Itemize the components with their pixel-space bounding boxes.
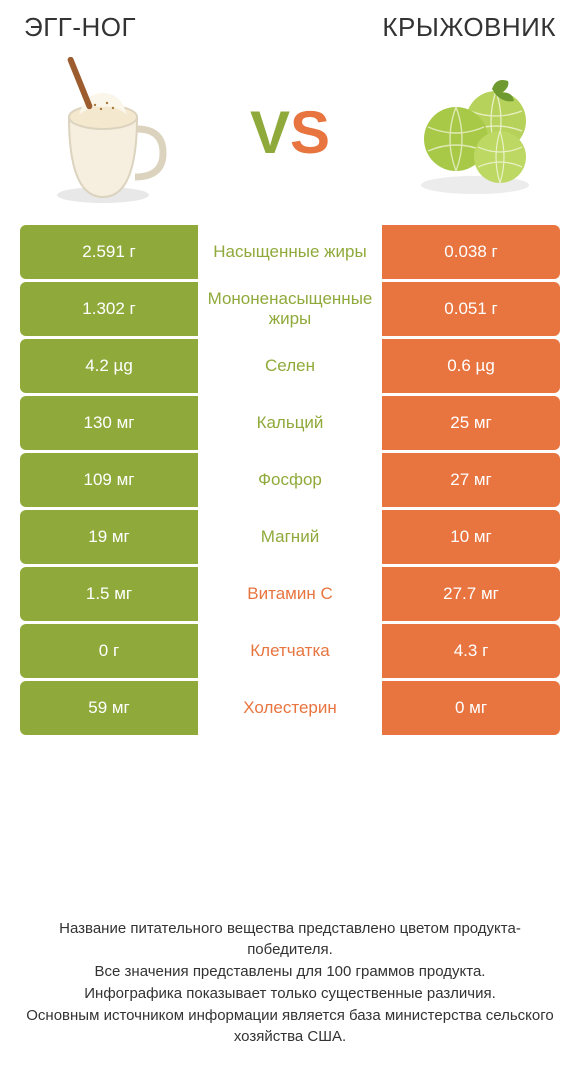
footer-line: Инфографика показывает только существенн… (20, 983, 560, 1005)
eggnog-image (30, 57, 180, 207)
value-left: 1.302 г (20, 282, 198, 336)
nutrient-label: Мононенасыщенные жиры (198, 282, 382, 336)
footer-line: Основным источником информации является … (20, 1005, 560, 1049)
nutrient-label: Селен (198, 339, 382, 393)
comparison-infographic: ЭГГ-НОГ КРЫЖОВНИК VS (0, 0, 580, 1084)
value-left: 109 мг (20, 453, 198, 507)
table-row: 109 мгФосфор27 мг (20, 453, 560, 507)
nutrient-label: Кальций (198, 396, 382, 450)
gooseberry-image (400, 57, 550, 207)
table-row: 130 мгКальций25 мг (20, 396, 560, 450)
vs-label: VS (250, 98, 330, 167)
footer-notes: Название питательного вещества представл… (0, 890, 580, 1084)
title-left: ЭГГ-НОГ (24, 12, 136, 43)
table-row: 1.5 мгВитамин C27.7 мг (20, 567, 560, 621)
nutrient-label: Клетчатка (198, 624, 382, 678)
value-right: 0.6 µg (382, 339, 560, 393)
gooseberry-icon (400, 67, 550, 197)
footer-line: Все значения представлены для 100 граммо… (20, 961, 560, 983)
vs-s: S (290, 98, 330, 167)
value-right: 25 мг (382, 396, 560, 450)
header: ЭГГ-НОГ КРЫЖОВНИК (0, 0, 580, 47)
table-row: 59 мгХолестерин0 мг (20, 681, 560, 735)
images-row: VS (0, 47, 580, 225)
value-left: 0 г (20, 624, 198, 678)
value-right: 27 мг (382, 453, 560, 507)
value-left: 19 мг (20, 510, 198, 564)
nutrient-label: Фосфор (198, 453, 382, 507)
value-right: 0 мг (382, 681, 560, 735)
value-left: 130 мг (20, 396, 198, 450)
value-right: 27.7 мг (382, 567, 560, 621)
table-row: 19 мгМагний10 мг (20, 510, 560, 564)
value-left: 1.5 мг (20, 567, 198, 621)
table-row: 1.302 гМононенасыщенные жиры0.051 г (20, 282, 560, 336)
value-left: 4.2 µg (20, 339, 198, 393)
value-right: 0.038 г (382, 225, 560, 279)
table-row: 0 гКлетчатка4.3 г (20, 624, 560, 678)
eggnog-icon (35, 57, 175, 207)
value-right: 0.051 г (382, 282, 560, 336)
table-row: 2.591 гНасыщенные жиры0.038 г (20, 225, 560, 279)
nutrient-label: Магний (198, 510, 382, 564)
nutrient-label: Витамин C (198, 567, 382, 621)
table-row: 4.2 µgСелен0.6 µg (20, 339, 560, 393)
vs-v: V (250, 98, 290, 167)
nutrient-label: Насыщенные жиры (198, 225, 382, 279)
title-right: КРЫЖОВНИК (382, 12, 556, 43)
footer-line: Название питательного вещества представл… (20, 918, 560, 962)
value-left: 2.591 г (20, 225, 198, 279)
value-right: 4.3 г (382, 624, 560, 678)
value-left: 59 мг (20, 681, 198, 735)
comparison-table: 2.591 гНасыщенные жиры0.038 г1.302 гМоно… (20, 225, 560, 735)
value-right: 10 мг (382, 510, 560, 564)
nutrient-label: Холестерин (198, 681, 382, 735)
